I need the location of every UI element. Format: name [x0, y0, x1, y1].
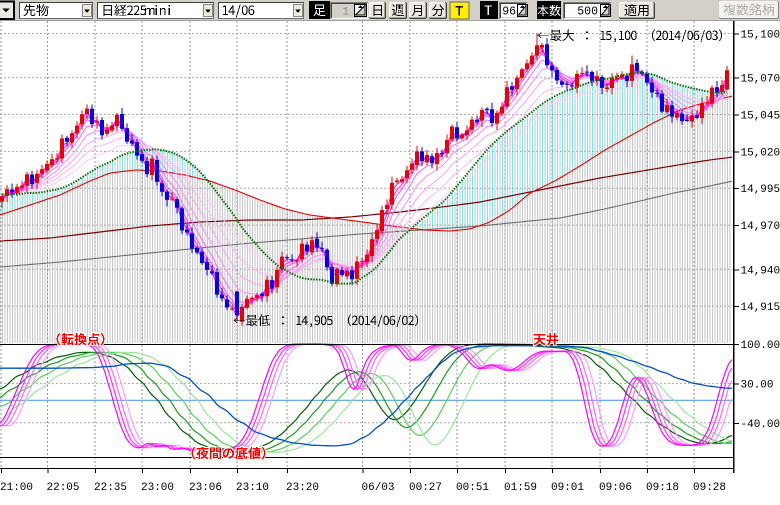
svg-text:14,940: 14,940	[741, 265, 780, 277]
svg-text:15,020: 15,020	[741, 147, 780, 159]
svg-text:09:28: 09:28	[693, 482, 726, 494]
svg-text:1: 1	[342, 7, 349, 19]
svg-text:22:05: 22:05	[47, 482, 80, 494]
svg-text:-40.00: -40.00	[741, 419, 780, 431]
svg-text:22:35: 22:35	[94, 482, 127, 494]
svg-text:14,915: 14,915	[741, 302, 780, 314]
svg-text:23:06: 23:06	[189, 482, 222, 494]
svg-text:23:20: 23:20	[286, 482, 319, 494]
svg-text:14,995: 14,995	[741, 184, 780, 196]
svg-text:00:51: 00:51	[456, 482, 489, 494]
svg-text:15,070: 15,070	[741, 74, 780, 86]
svg-text:15,045: 15,045	[741, 111, 780, 123]
svg-text:500: 500	[577, 6, 598, 19]
svg-text:23:00: 23:00	[141, 482, 174, 494]
svg-text:09:06: 09:06	[599, 482, 632, 494]
svg-text:06/03: 06/03	[362, 482, 395, 494]
svg-text:14,970: 14,970	[741, 221, 780, 233]
svg-text:01:59: 01:59	[504, 482, 537, 494]
svg-text:09:18: 09:18	[646, 482, 679, 494]
svg-text:15,100: 15,100	[741, 30, 780, 42]
svg-text:00:27: 00:27	[409, 482, 442, 494]
svg-text:23:10: 23:10	[236, 482, 269, 494]
svg-text:100.00: 100.00	[741, 340, 780, 352]
svg-text:96: 96	[502, 6, 516, 19]
svg-text:09:01: 09:01	[551, 482, 584, 494]
svg-text:21:00: 21:00	[0, 482, 33, 494]
svg-text:30.00: 30.00	[741, 379, 774, 391]
